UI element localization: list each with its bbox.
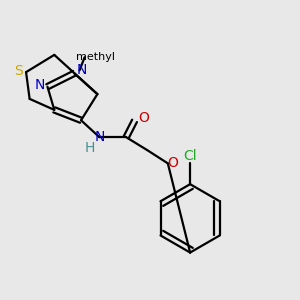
Text: S: S [14,64,23,78]
Text: Cl: Cl [183,149,197,163]
Text: O: O [168,156,178,170]
Text: N: N [35,78,45,92]
Text: H: H [85,141,95,154]
Text: methyl: methyl [76,52,115,62]
Text: O: O [138,112,149,125]
Text: N: N [94,130,105,144]
Text: N: N [76,63,87,77]
